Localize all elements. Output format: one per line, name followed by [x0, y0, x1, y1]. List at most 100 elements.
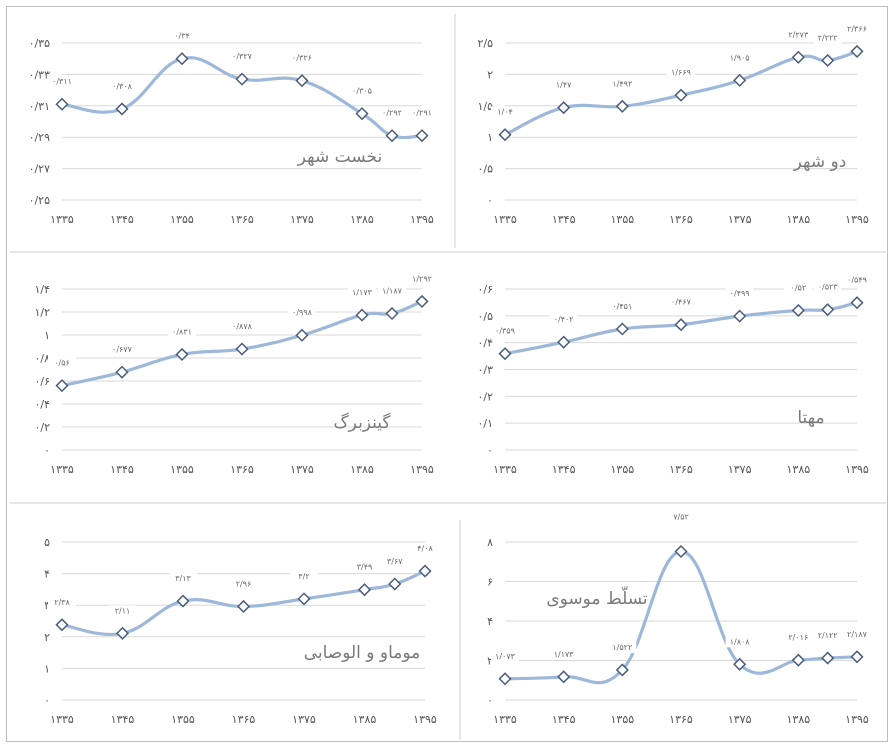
data-point-marker: [674, 88, 688, 102]
data-point-marker: [357, 583, 372, 597]
x-tick-label: ۱۳۹۵: [413, 713, 437, 726]
data-label-background: [491, 325, 519, 337]
data-label: ۱/۹۰۵: [730, 53, 750, 62]
y-tick-label: ۰/۵: [477, 163, 493, 176]
data-point-marker: [850, 44, 864, 58]
data-label-background: [168, 326, 196, 338]
y-tick-label: ۱: [44, 662, 50, 675]
data-label-background: [491, 106, 519, 118]
x-tick-label: ۱۳۳۵: [50, 213, 74, 226]
data-point-marker: [557, 670, 571, 684]
data-point-marker: [674, 318, 688, 332]
data-point-marker: [415, 129, 429, 143]
x-tick-label: ۱۳۵۵: [611, 713, 635, 726]
data-point-marker: [557, 335, 571, 349]
chart-title: تسلّط موسوی: [546, 585, 648, 609]
data-label-background: [48, 357, 76, 369]
y-tick-label: ۳: [44, 599, 50, 612]
x-tick-label: ۱۳۴۵: [552, 713, 576, 726]
y-tick-label: ۰/۴: [34, 398, 50, 411]
x-tick-label: ۱۳۴۵: [110, 463, 134, 476]
y-tick-label: ۰: [487, 444, 493, 457]
data-label: ۱/۲۹۲: [412, 274, 432, 283]
data-point-marker: [115, 365, 129, 379]
data-label: ۲/۲۲۲: [818, 33, 838, 42]
data-point-marker: [55, 97, 69, 111]
data-label-background: [667, 511, 695, 523]
data-label-background: [843, 23, 871, 35]
data-label: ۰/۲۹۱: [412, 109, 432, 118]
y-tick-label: ۱/۵: [477, 100, 493, 113]
y-tick-label: ۰/۲: [477, 390, 493, 403]
data-point-marker: [498, 672, 512, 686]
y-tick-label: ۰/۳۱: [29, 100, 50, 113]
chart-mehta: ۰ ۰/۱ ۰/۲ ۰/۳ ۰/۴ ۰/۵ ۰/۶ ۱۳۳۵ ۱۳۴۵ ۱۳۵۵ ۱۳۶۵ ۱۳۷۵ ۱…: [477, 274, 871, 476]
data-label-background: [784, 632, 813, 644]
x-tick-label: ۱۳۹۵: [410, 213, 434, 226]
data-label: ۱/۸۰۸: [730, 637, 751, 646]
data-point-marker: [557, 101, 571, 115]
data-label: ۱/۱۷۳: [554, 650, 575, 659]
y-tick-label: ۰/۱: [477, 417, 493, 430]
x-tick-label: ۱۳۴۵: [111, 713, 135, 726]
data-point-marker: [235, 72, 249, 86]
data-label: ۲/۲۷۳: [788, 30, 809, 39]
x-tick-label: ۱۳۸۵: [787, 713, 811, 726]
y-tick-label: ۸: [487, 536, 493, 549]
chart-nakhost-shahr: ۰/۲۵ ۰/۲۷ ۰/۲۹ ۰/۳۱ ۰/۳۳ ۰/۳۵ ۱۳۳۵ ۱۳۴۵ ۱۳۵۵ ۱۳۶۵…: [29, 30, 436, 226]
data-point-marker: [791, 653, 805, 667]
data-label: ۱/۱۸۷: [382, 286, 403, 295]
y-tick-label: ۰/۶: [477, 283, 493, 296]
data-point-marker: [355, 308, 369, 322]
y-tick-label: ۰/۳: [477, 364, 493, 377]
data-point-marker: [674, 544, 688, 559]
data-label-background: [168, 30, 196, 42]
data-label-background: [348, 287, 376, 299]
data-label-background: [288, 52, 316, 64]
data-label: ۲/۱۸۷: [847, 630, 868, 639]
y-tick-label: ۰: [487, 694, 493, 707]
x-tick-label: ۱۳۷۵: [728, 463, 752, 476]
chart-tasallot-mousavi: ۰ ۲ ۴ ۶ ۸ ۱۳۳۵ ۱۳۴۵ ۱۳۵۵ ۱۳۶۵ ۱۳۷۵ ۱۳۸۵ ۱۳۹۵ ۱/۰۷۳ ۱/…: [487, 511, 871, 726]
data-label-background: [378, 107, 406, 119]
x-tick-label: ۱۳۷۵: [290, 463, 314, 476]
data-label: ۰/۲۹۲: [382, 109, 402, 118]
data-point-marker: [55, 379, 69, 393]
data-point-marker: [733, 657, 747, 671]
series-line: [60, 56, 424, 140]
chart-title: نخست شهر: [297, 147, 382, 167]
data-label-background: [725, 288, 754, 300]
x-tick-label: ۱۳۷۵: [728, 713, 752, 726]
data-label: ۰/۴۵۱: [612, 302, 632, 311]
data-label: ۰/۳۵۹: [495, 327, 515, 336]
x-tick-label: ۱۳۶۵: [230, 213, 254, 226]
y-tick-label: ۵: [44, 536, 50, 549]
x-tick-label: ۱۳۵۵: [611, 463, 635, 476]
data-label-background: [378, 285, 406, 297]
x-tick-label: ۱۳۶۵: [232, 713, 256, 726]
x-tick-label: ۱۳۵۵: [611, 213, 635, 226]
x-tick-label: ۱۳۵۵: [171, 713, 195, 726]
data-label: ۳/۶۷: [387, 557, 403, 566]
data-point-marker: [821, 651, 835, 665]
data-point-marker: [388, 577, 402, 591]
chart-title: گینزبرگ: [333, 412, 391, 433]
data-point-marker: [821, 303, 835, 317]
x-tick-label: ۱۳۸۵: [350, 213, 374, 226]
data-label: ۰/۵۶: [54, 359, 70, 368]
data-label: ۳/۴۹: [357, 563, 373, 572]
data-label: ۲/۹۶: [236, 579, 252, 588]
data-label-background: [408, 273, 436, 285]
data-label-background: [169, 573, 197, 585]
y-tick-label: ۱: [44, 329, 50, 342]
x-tick-label: ۱۳۶۵: [669, 463, 693, 476]
data-label-background: [491, 650, 519, 662]
x-tick-label: ۱۳۷۵: [292, 713, 316, 726]
data-point-marker: [733, 309, 747, 323]
x-tick-label: ۱۳۶۵: [669, 213, 693, 226]
data-point-marker: [115, 102, 129, 116]
data-label-background: [608, 641, 637, 653]
x-tick-label: ۱۳۹۵: [410, 463, 434, 476]
data-label-background: [843, 628, 871, 640]
x-tick-label: ۱۳۴۵: [552, 463, 576, 476]
